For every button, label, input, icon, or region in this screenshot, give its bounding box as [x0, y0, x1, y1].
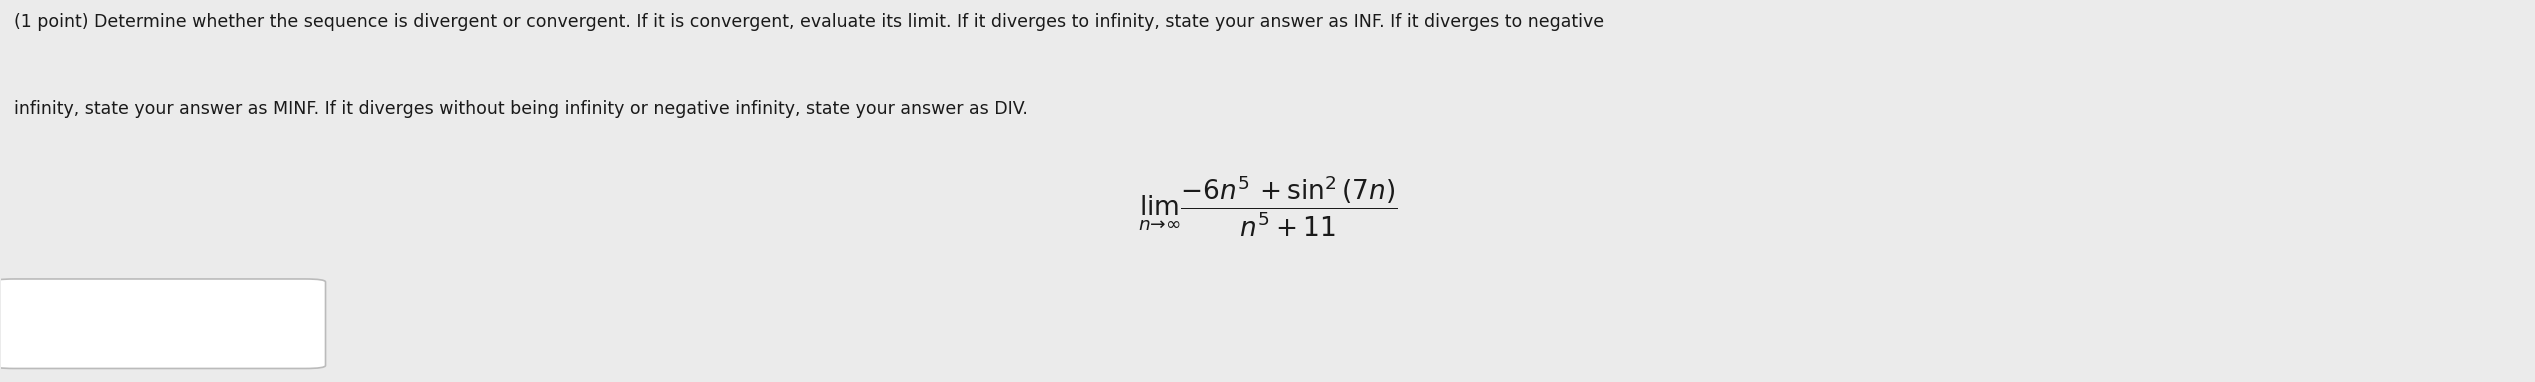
- Text: (1 point) Determine whether the sequence is divergent or convergent. If it is co: (1 point) Determine whether the sequence…: [15, 13, 1605, 31]
- Text: infinity, state your answer as MINF. If it diverges without being infinity or ne: infinity, state your answer as MINF. If …: [15, 100, 1027, 118]
- FancyBboxPatch shape: [0, 279, 324, 369]
- Text: $\lim_{n \to \infty} \dfrac{-6n^5 + \sin^2(7n)}{n^5 + 11}$: $\lim_{n \to \infty} \dfrac{-6n^5 + \sin…: [1138, 173, 1397, 239]
